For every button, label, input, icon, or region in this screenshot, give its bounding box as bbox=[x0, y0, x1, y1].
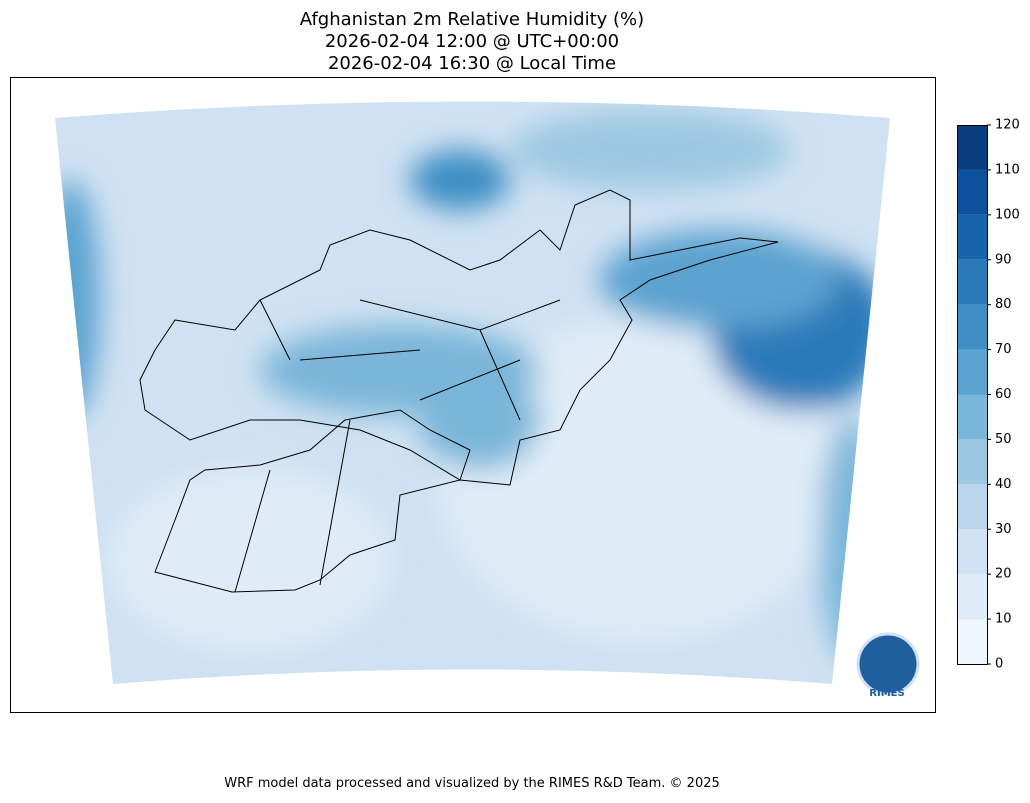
logo-text: RIMES bbox=[869, 688, 904, 699]
colorbar-tick-label: 110 bbox=[995, 162, 1020, 177]
colorbar-band bbox=[957, 214, 987, 260]
colorbar-band bbox=[957, 529, 987, 575]
colorbar-tick-label: 30 bbox=[995, 522, 1012, 537]
colorbar-tick-label: 40 bbox=[995, 477, 1012, 492]
humidity-field bbox=[55, 101, 890, 684]
title-line: 2026-02-04 16:30 @ Local Time bbox=[328, 53, 616, 74]
colorbar-tick-label: 20 bbox=[995, 567, 1012, 582]
footer: WRF model data processed and visualized … bbox=[224, 776, 720, 791]
colorbar-tick-label: 0 bbox=[995, 657, 1003, 672]
colorbar-band bbox=[957, 484, 987, 530]
colorbar-frame bbox=[957, 125, 988, 665]
colorbar-band bbox=[957, 125, 987, 170]
colorbar-tick-label: 80 bbox=[995, 297, 1012, 312]
title-line: Afghanistan 2m Relative Humidity (%) bbox=[300, 9, 644, 30]
colorbar-band bbox=[957, 169, 987, 215]
colorbar-tick-label: 10 bbox=[995, 612, 1012, 627]
colorbar-band bbox=[957, 349, 987, 395]
colorbar-band bbox=[957, 259, 987, 305]
colorbar-tick-label: 70 bbox=[995, 342, 1012, 357]
colorbar-band bbox=[957, 394, 987, 440]
colorbar-tick-label: 120 bbox=[995, 118, 1020, 133]
colorbar-band bbox=[957, 574, 987, 620]
colorbar-tick-label: 60 bbox=[995, 387, 1012, 402]
colorbar-band bbox=[957, 304, 987, 350]
admin-boundaries bbox=[139, 189, 779, 593]
map-frame bbox=[10, 77, 936, 713]
colorbar-tick-label: 90 bbox=[995, 252, 1012, 267]
colorbar: 0 10 20 30 40 50 60 70 80 90 100 110 120 bbox=[957, 118, 1020, 672]
colorbar-tick-label: 50 bbox=[995, 432, 1012, 447]
colorbar-band bbox=[957, 619, 987, 664]
logo: RIMES bbox=[856, 632, 920, 699]
colorbar-band bbox=[957, 439, 987, 485]
colorbar-tick-label: 100 bbox=[995, 207, 1020, 222]
title-line: 2026-02-04 12:00 @ UTC+00:00 bbox=[325, 31, 619, 52]
